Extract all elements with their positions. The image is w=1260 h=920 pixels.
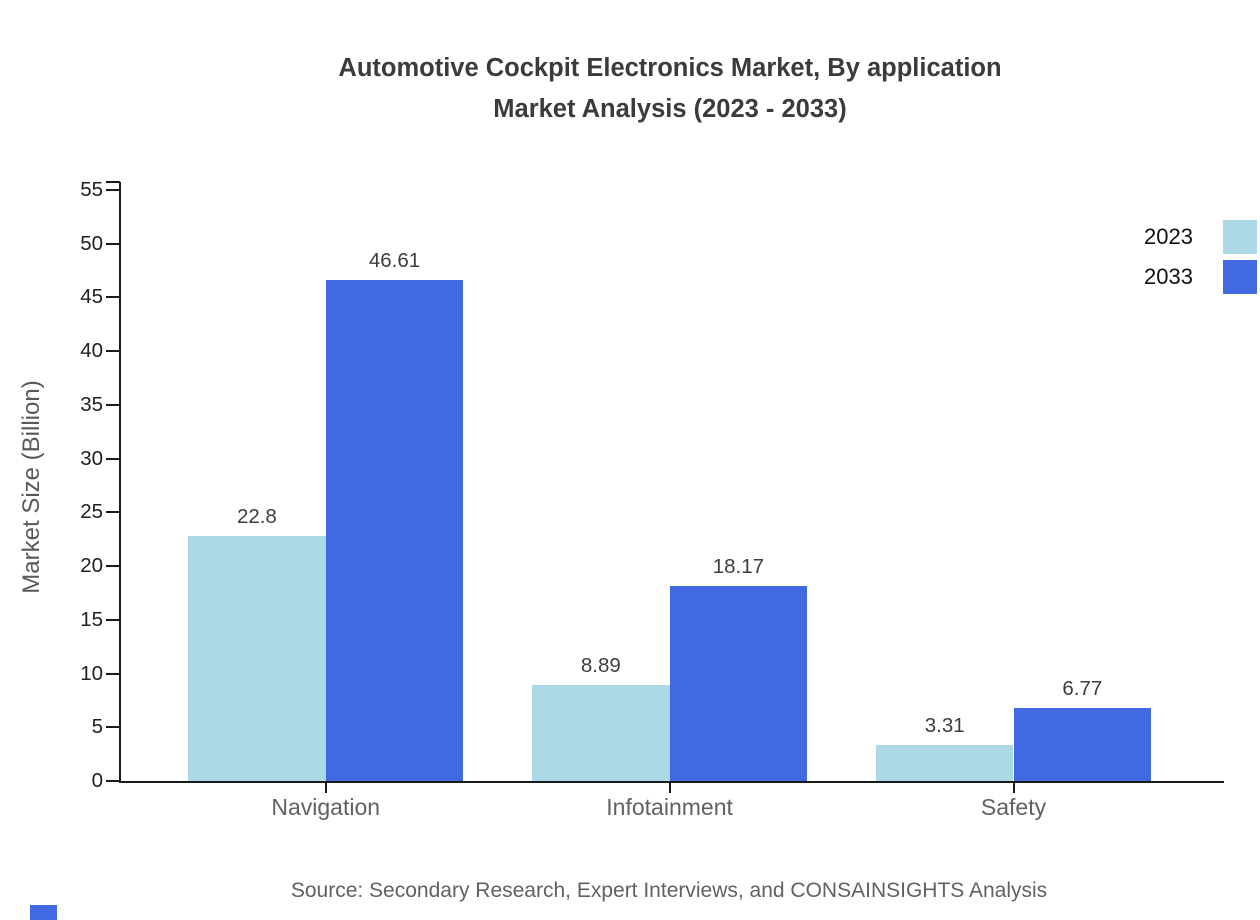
bar-2023-navigation: [188, 536, 326, 781]
y-axis-tick: [106, 457, 120, 460]
y-axis-tick-label: 55: [80, 178, 103, 202]
legend: 2023 2033: [1144, 220, 1260, 300]
chart-title: Automotive Cockpit Electronics Market, B…: [80, 48, 1260, 130]
y-axis-tick: [106, 780, 120, 782]
y-axis-tick: [106, 189, 120, 192]
bar-2033-safety: [1013, 708, 1152, 781]
value-label-2033-navigation: 46.61: [368, 249, 421, 273]
bar-2023-safety: [875, 745, 1014, 781]
value-label-2023-navigation: 22.8: [236, 505, 277, 528]
y-axis-tick: [106, 672, 120, 675]
x-axis-category-label-safety: Safety: [980, 794, 1047, 820]
bar-2023-infotainment: [532, 685, 670, 781]
y-axis-tick: [106, 618, 120, 621]
value-label-2033-safety: 6.77: [1062, 677, 1103, 701]
chart-title-line-1: Automotive Cockpit Electronics Market, B…: [338, 54, 1002, 82]
x-axis-line: [119, 781, 1224, 783]
y-axis-tick: [106, 511, 120, 514]
x-axis-tick: [668, 783, 671, 793]
bar-2033-navigation: [325, 280, 464, 781]
y-axis-tick-label: 35: [80, 392, 103, 416]
y-axis-tick-label: 50: [80, 231, 103, 255]
y-axis-end-tick: [106, 181, 120, 183]
y-axis-tick-label: 10: [80, 661, 103, 685]
x-axis-tick: [1012, 783, 1015, 793]
y-axis-tick-label: 15: [80, 607, 103, 631]
y-axis-tick: [106, 350, 120, 353]
y-axis-tick-label: 30: [80, 446, 103, 470]
legend-label-2033: 2033: [1144, 264, 1193, 289]
legend-label-2023: 2023: [1144, 224, 1193, 249]
y-axis-tick-label: 45: [80, 285, 103, 309]
legend-item-2023: 2023: [1144, 220, 1260, 254]
y-axis-tick: [106, 726, 120, 729]
chart-title-line-2: Market Analysis (2023 - 2033): [493, 95, 847, 123]
y-axis-tick-label: 5: [91, 715, 103, 739]
value-label-2023-infotainment: 8.89: [580, 654, 621, 678]
x-axis-tick: [324, 783, 327, 793]
source-attribution: Source: Secondary Research, Expert Inter…: [290, 879, 1048, 902]
corner-decoration: [30, 905, 57, 920]
x-axis-category-label-navigation: Navigation: [271, 794, 381, 820]
y-axis-tick-label: 20: [80, 554, 103, 578]
y-axis-line: [119, 182, 121, 783]
x-axis-category-label-infotainment: Infotainment: [606, 794, 733, 820]
legend-item-2033: 2033: [1144, 260, 1260, 294]
bar-2033-infotainment: [669, 585, 808, 781]
value-label-2023-safety: 3.31: [924, 714, 965, 738]
y-axis-tick-label: 40: [80, 339, 103, 363]
y-axis-tick: [106, 565, 120, 568]
y-axis-tick: [106, 242, 120, 245]
value-label-2033-infotainment: 18.17: [712, 554, 765, 578]
y-axis-tick: [106, 403, 120, 406]
y-axis-tick-label: 25: [80, 500, 103, 524]
y-axis-tick-label: 0: [91, 769, 103, 792]
legend-swatch-2033: [1223, 260, 1257, 294]
legend-swatch-2023: [1223, 220, 1257, 254]
y-axis-tick: [106, 296, 120, 299]
